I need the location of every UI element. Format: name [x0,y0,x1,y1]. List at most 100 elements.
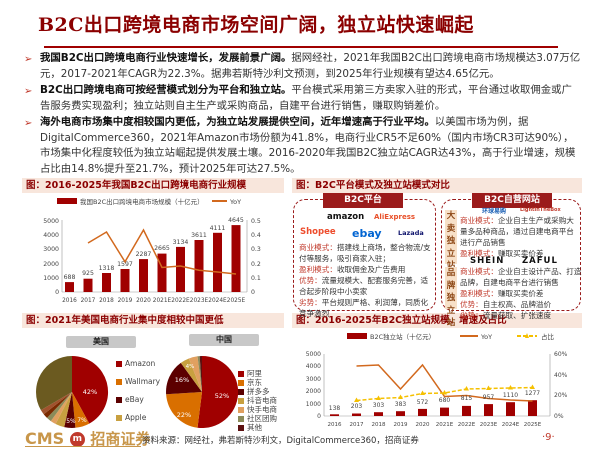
svg-text:815: 815 [461,395,473,402]
svg-text:22%: 22% [177,411,191,419]
cms-logo: CMS m 招商证券 [25,429,151,448]
platform-header: B2C平台 [323,193,403,208]
bullet-text: 平台模式采用第三方卖家入驻的形式，平台通过收取佣金或广告服务费实现盈利；独立站则… [40,84,572,112]
svg-text:2017: 2017 [81,298,96,304]
us-pie-label: 美国 [66,336,136,348]
amazon-logo: amazon [327,212,365,222]
svg-text:20%: 20% [554,392,568,399]
svg-text:0%: 0% [554,413,564,420]
figure-title-comparison: 图：B2C平台模式及独立站模式对比 [292,178,582,193]
svg-text:2000: 2000 [306,388,321,395]
cn-legend-alibaba: 阿里 [238,368,262,379]
svg-text:2019: 2019 [118,298,133,304]
svg-text:925: 925 [82,270,94,277]
svg-text:138: 138 [329,405,341,412]
svg-text:2665: 2665 [154,245,170,252]
svg-text:0.1: 0.1 [251,275,261,282]
svg-text:0.2: 0.2 [251,261,261,268]
brand-site-label: 品牌独立站 [445,267,457,328]
figure-title-market-size: 图：2016-2025年我国B2C出口跨境电商行业规模 [22,178,284,193]
svg-text:5000: 5000 [306,351,321,358]
legend-dash-label: 占比 [541,332,555,341]
svg-text:2022E: 2022E [458,422,476,428]
zaful-logo: ZAFUL [522,256,558,266]
svg-text:572: 572 [417,399,429,406]
cn-legend-jd: 京东 [238,377,262,388]
svg-text:1000: 1000 [306,401,321,408]
legend-line-label: YoY [229,198,241,206]
svg-text:2024E: 2024E [208,298,227,304]
svg-text:7%: 7% [77,417,87,424]
shein-logo: SHEIN [470,256,505,266]
svg-text:2287: 2287 [136,251,152,258]
logo-underline [25,446,141,447]
bullet-text: 以美国市场为例，据DigitalCommerce360，2021年Amazon市… [40,116,576,175]
figure-title-concentration: 图：2021年美国电商行业集中度相较中国更低 [22,313,284,328]
svg-text:4000: 4000 [306,363,321,370]
arrow-icon: ➢ [24,86,33,97]
svg-text:0: 0 [55,289,59,296]
aliexpress-logo: AliExpress [374,213,416,221]
y-axis-left: 0 1000 2000 3000 4000 5000 [43,218,59,296]
svg-text:680: 680 [439,397,451,404]
svg-text:2021E: 2021E [153,298,172,304]
svg-text:2023E: 2023E [480,422,498,428]
svg-text:2021E: 2021E [436,422,454,428]
ebay-logo: ebay [352,227,382,240]
svg-text:2000: 2000 [43,261,59,268]
bullet-item: ➢ 海外电商市场集中度相较国内更低，为独立站发展提供空间，近年增速高于行业平均。… [22,115,582,177]
svg-text:2025E: 2025E [524,422,542,428]
svg-text:1597: 1597 [117,261,133,268]
yoy-line [356,363,533,402]
bullet-list: ➢ 我国B2C出口跨境电商行业快速增长，发展前景广阔。据网经社，2021年我国B… [22,51,582,178]
brand-site-description: 商业模式：企业自主设计产品、打造品牌，自建电商平台进行销售 盈利模式：赚取买卖价… [460,267,582,320]
legend-line-label: YoY [480,333,492,341]
svg-text:40%: 40% [554,372,568,379]
us-legend-ebay: eBay [116,395,144,404]
svg-text:5000: 5000 [43,218,59,225]
cn-legend-community: 社区团购 [238,413,277,424]
svg-text:1318: 1318 [99,265,115,272]
svg-text:2016: 2016 [62,298,77,304]
svg-text:2020: 2020 [136,298,151,304]
arrow-icon: ➢ [24,54,33,65]
svg-text:42%: 42% [83,388,97,396]
svg-text:2018: 2018 [99,298,114,304]
svg-text:2017: 2017 [350,422,364,428]
svg-text:60%: 60% [554,351,568,358]
share-markers [354,384,535,402]
yoy-line [87,228,237,275]
svg-text:4000: 4000 [43,232,59,239]
big-seller-description: 商业模式：企业自主生产或采购大量多品种商品，通过自建电商平台进行产品销售 盈利模… [460,216,574,258]
bullet-text: 据网经社，2021年我国B2C出口跨境电商市场规模达3.07万亿元，2017-2… [40,52,581,80]
us-pie-chart: 42% 7% 5% [36,355,109,428]
svg-text:2023E: 2023E [190,298,209,304]
independent-header: B2C自营网站 [472,193,552,208]
svg-text:1110: 1110 [503,392,518,399]
figure-title-independent-sites: 图：2016-2025年B2C独立站规模、增速及占比 [292,313,582,328]
cn-legend-douyin: 抖音电商 [238,395,277,406]
svg-text:2024E: 2024E [502,422,520,428]
x-axis: 2016 2017 2018 2019 2020 2021E 2022E 202… [328,422,542,428]
svg-text:3611: 3611 [191,232,207,239]
page-number: ·9· [542,432,555,443]
bars [330,400,537,416]
arrow-icon: ➢ [24,118,33,129]
legend-bar-label: B2C独立站（十亿元） [370,332,435,341]
bar-value-labels: 688 925 1318 1597 2287 2665 3134 3611 41… [64,217,244,281]
svg-text:1000: 1000 [43,275,59,282]
svg-text:383: 383 [395,401,407,408]
y-axis-left: 0 1000 2000 3000 4000 5000 [306,351,321,420]
svg-text:4645: 4645 [228,217,244,224]
bullet-heading: 海外电商市场集中度相较国内更低，为独立站发展提供空间，近年增速高于行业平均。 [40,116,435,128]
cn-legend-other: 其他 [238,422,262,433]
cn-pie-chart: 52% 22% 16% 4% [166,355,239,428]
platform-description: 商业模式：搭建线上商场，整合物流/支付等服务，吸引商家入驻； 盈利模式：收取佣金… [299,243,431,318]
legend-bar-label: 我国B2C出口跨境电商市场规模（十亿元） [80,197,204,206]
svg-text:4111: 4111 [210,225,226,232]
bullet-item: ➢ 我国B2C出口跨境电商行业快速增长，发展前景广阔。据网经社，2021年我国B… [22,51,582,82]
cms-emblem-icon: m [69,432,85,447]
svg-text:0.5: 0.5 [251,218,261,225]
svg-text:303: 303 [373,402,385,409]
svg-text:3000: 3000 [43,246,59,253]
